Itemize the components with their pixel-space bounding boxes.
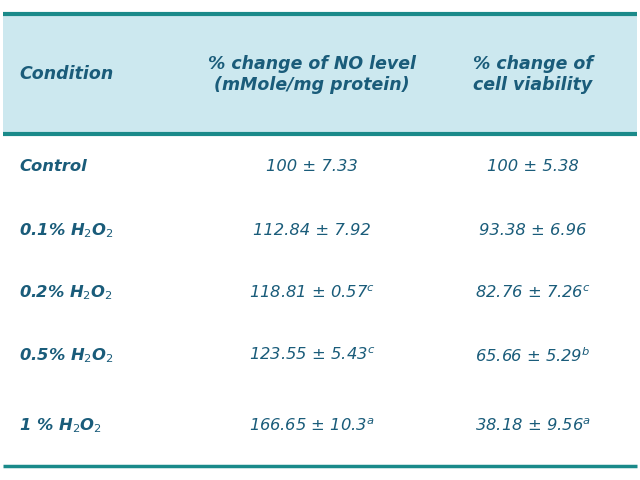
Text: 100 ± 5.38: 100 ± 5.38: [487, 159, 579, 174]
Text: 112.84 ± 7.92: 112.84 ± 7.92: [253, 223, 371, 238]
Text: 93.38 ± 6.96: 93.38 ± 6.96: [479, 223, 586, 238]
Text: 82.76 ± 7.26$^{\mathit{c}}$: 82.76 ± 7.26$^{\mathit{c}}$: [475, 285, 591, 301]
Text: 0.5% H$_2$O$_2$: 0.5% H$_2$O$_2$: [19, 346, 114, 364]
FancyBboxPatch shape: [3, 14, 637, 134]
Text: 1 % H$_2$O$_2$: 1 % H$_2$O$_2$: [19, 417, 102, 435]
Text: 0.2% H$_2$O$_2$: 0.2% H$_2$O$_2$: [19, 284, 113, 302]
Text: 0.1% H$_2$O$_2$: 0.1% H$_2$O$_2$: [19, 221, 114, 240]
Text: 38.18 ± 9.56$^{\mathit{a}}$: 38.18 ± 9.56$^{\mathit{a}}$: [475, 418, 591, 434]
Text: Control: Control: [19, 159, 87, 174]
Text: Condition: Condition: [19, 65, 113, 84]
Text: 118.81 ± 0.57$^{\mathit{c}}$: 118.81 ± 0.57$^{\mathit{c}}$: [249, 285, 375, 301]
Text: 123.55 ± 5.43$^{\mathit{c}}$: 123.55 ± 5.43$^{\mathit{c}}$: [249, 347, 375, 363]
Text: 65.66 ± 5.29$^{\mathit{b}}$: 65.66 ± 5.29$^{\mathit{b}}$: [475, 346, 591, 364]
Text: % change of NO level
(mMole/mg protein): % change of NO level (mMole/mg protein): [208, 55, 416, 94]
Text: 166.65 ± 10.3$^{\mathit{a}}$: 166.65 ± 10.3$^{\mathit{a}}$: [249, 418, 375, 434]
Text: % change of
cell viability: % change of cell viability: [473, 55, 593, 94]
Text: 100 ± 7.33: 100 ± 7.33: [266, 159, 358, 174]
